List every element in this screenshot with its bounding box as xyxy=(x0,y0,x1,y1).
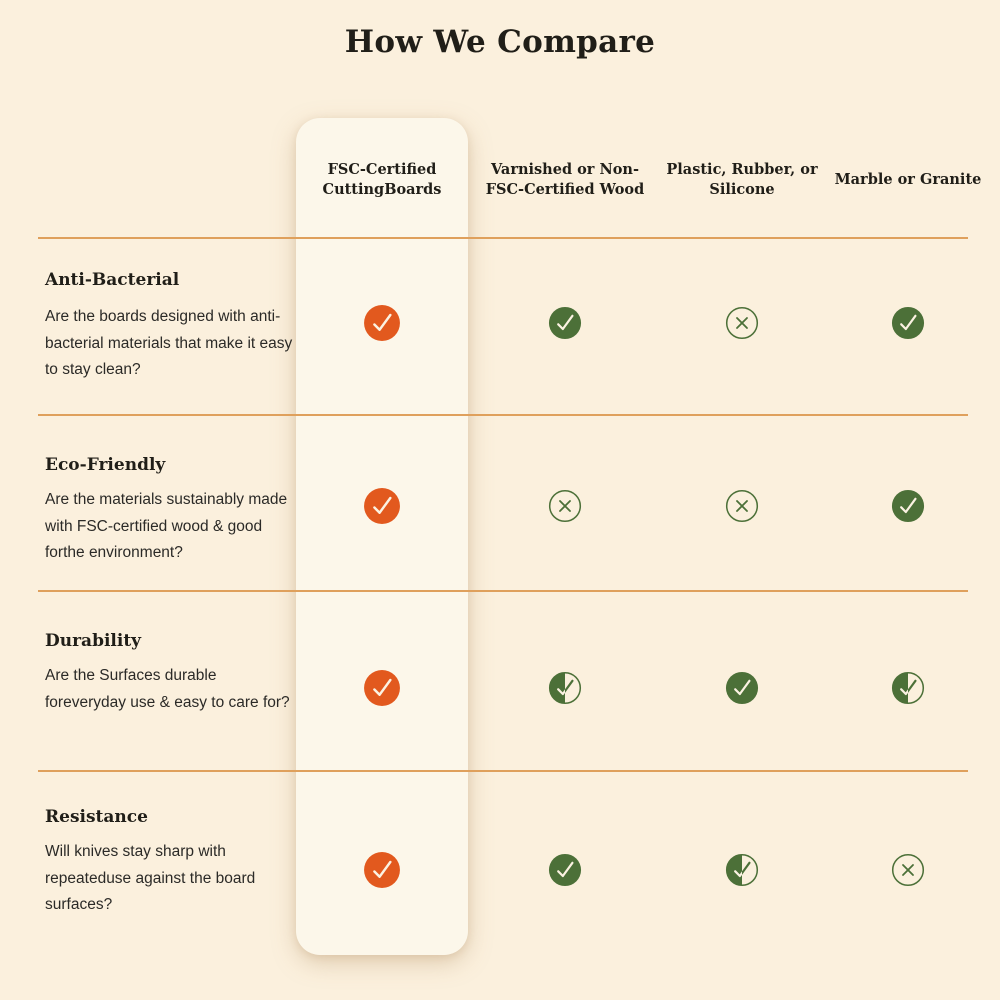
row-description-durability: Are the Surfaces durable foreveryday use… xyxy=(45,667,290,711)
comparison-cell xyxy=(360,301,404,345)
row-description-eco-friendly: Are the materials sustainably made with … xyxy=(45,491,288,561)
comparison-cell xyxy=(886,301,930,345)
check-circle-filled-orange-icon xyxy=(364,305,400,341)
row-description-anti-bacterial: Are the boards designed with anti-bacter… xyxy=(45,308,293,378)
column-header-plastic-rubber-silicone: Plastic, Rubber, or Silicone xyxy=(666,161,818,198)
comparison-cell xyxy=(886,484,930,528)
row-divider xyxy=(38,414,968,416)
comparison-cell xyxy=(720,301,764,345)
check-circle-filled-orange-icon xyxy=(364,488,400,524)
half-check-circle-icon xyxy=(891,671,925,705)
column-header-marble-granite: Marble or Granite xyxy=(834,171,982,189)
column-header-varnished-wood: Varnished or Non-FSC-Certified Wood xyxy=(485,161,645,198)
row-description-resistance: Will knives stay sharp with repeateduse … xyxy=(45,843,256,913)
half-check-circle-icon xyxy=(725,853,759,887)
row-divider xyxy=(38,770,968,772)
half-check-circle-icon xyxy=(548,671,582,705)
featured-column-card xyxy=(296,118,468,955)
cross-circle-outline-icon xyxy=(548,489,582,523)
page-title: How We Compare xyxy=(344,24,656,60)
cross-circle-outline-icon xyxy=(891,853,925,887)
column-header-fsc-certified: FSC-Certified CuttingBoards xyxy=(322,161,442,198)
comparison-cell xyxy=(543,301,587,345)
comparison-cell xyxy=(543,666,587,710)
check-circle-filled-orange-icon xyxy=(364,670,400,706)
comparison-cell xyxy=(720,848,764,892)
comparison-cell xyxy=(720,484,764,528)
check-circle-filled-green-icon xyxy=(891,489,925,523)
row-divider xyxy=(38,590,968,592)
row-title-anti-bacterial: Anti-Bacterial xyxy=(45,270,180,290)
cross-circle-outline-icon xyxy=(725,489,759,523)
row-title-durability: Durability xyxy=(45,631,142,651)
comparison-cell xyxy=(886,848,930,892)
check-circle-filled-green-icon xyxy=(725,671,759,705)
comparison-cell xyxy=(360,848,404,892)
row-title-eco-friendly: Eco-Friendly xyxy=(45,455,166,475)
comparison-cell xyxy=(360,484,404,528)
check-circle-filled-green-icon xyxy=(548,306,582,340)
row-divider xyxy=(38,237,968,239)
check-circle-filled-orange-icon xyxy=(364,852,400,888)
cross-circle-outline-icon xyxy=(725,306,759,340)
comparison-cell xyxy=(886,666,930,710)
comparison-cell xyxy=(720,666,764,710)
row-title-resistance: Resistance xyxy=(45,807,148,827)
comparison-cell xyxy=(543,848,587,892)
check-circle-filled-green-icon xyxy=(891,306,925,340)
comparison-cell xyxy=(360,666,404,710)
check-circle-filled-green-icon xyxy=(548,853,582,887)
comparison-cell xyxy=(543,484,587,528)
